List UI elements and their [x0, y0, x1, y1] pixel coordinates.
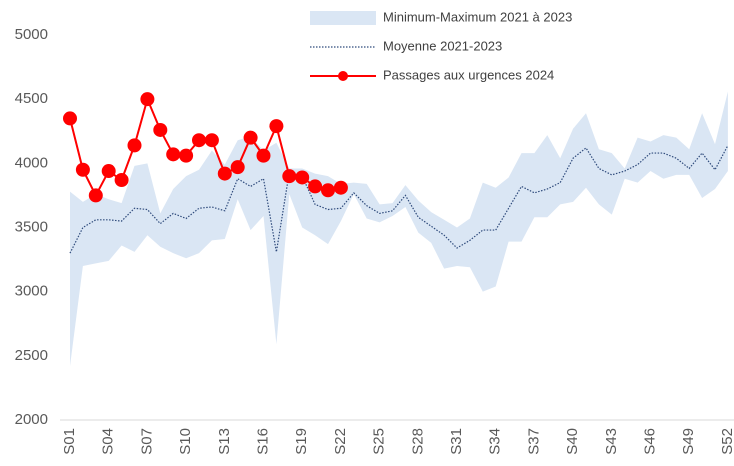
- x-tick-label: S13: [216, 428, 233, 455]
- x-tick-label: S43: [603, 428, 620, 455]
- marker-2024: [114, 173, 129, 188]
- marker-2024: [179, 148, 194, 163]
- marker-2024: [243, 130, 258, 145]
- x-tick-label: S28: [409, 428, 426, 455]
- y-tick-label: 3000: [15, 283, 48, 300]
- legend-label: Passages aux urgences 2024: [383, 67, 554, 82]
- y-tick-label: 3500: [15, 218, 48, 235]
- x-tick-label: S46: [641, 428, 658, 455]
- marker-2024: [308, 179, 323, 194]
- y-tick-label: 4500: [15, 90, 48, 107]
- marker-2024: [217, 166, 232, 181]
- marker-2024: [166, 147, 181, 162]
- marker-2024: [88, 188, 103, 203]
- marker-2024: [140, 92, 155, 107]
- range-band: [70, 91, 728, 367]
- legend-label: Moyenne 2021-2023: [383, 38, 502, 53]
- marker-2024: [204, 133, 219, 148]
- y-tick-label: 5000: [15, 26, 48, 43]
- legend-label: Minimum-Maximum 2021 à 2023: [383, 9, 572, 24]
- marker-2024: [230, 160, 245, 175]
- x-tick-label: S01: [61, 428, 78, 455]
- x-tick-label: S16: [254, 428, 271, 455]
- x-tick-label: S31: [448, 428, 465, 455]
- x-tick-label: S34: [487, 428, 504, 455]
- marker-2024: [269, 119, 284, 134]
- marker-2024: [282, 169, 297, 184]
- marker-2024: [127, 138, 142, 153]
- marker-2024: [153, 122, 168, 137]
- x-tick-label: S25: [371, 428, 388, 455]
- x-tick-label: S19: [293, 428, 310, 455]
- x-tick-label: S52: [719, 428, 734, 455]
- x-tick-label: S04: [100, 428, 117, 455]
- marker-2024: [101, 164, 116, 179]
- y-tick-label: 2500: [15, 347, 48, 364]
- marker-2024: [75, 162, 90, 177]
- legend-swatch: [310, 11, 376, 25]
- y-tick-label: 2000: [15, 411, 48, 428]
- x-tick-label: S40: [564, 428, 581, 455]
- x-tick-label: S49: [680, 428, 697, 455]
- legend-swatch: [338, 71, 348, 81]
- marker-2024: [321, 183, 335, 198]
- marker-2024: [295, 170, 310, 185]
- marker-2024: [256, 148, 271, 163]
- y-tick-label: 4000: [15, 154, 48, 171]
- x-tick-label: S22: [332, 428, 349, 455]
- marker-2024: [63, 111, 77, 126]
- marker-2024: [192, 133, 206, 148]
- x-tick-label: S07: [138, 428, 155, 455]
- marker-2024: [333, 180, 348, 195]
- x-tick-label: S37: [525, 428, 542, 455]
- x-tick-label: S10: [177, 428, 194, 455]
